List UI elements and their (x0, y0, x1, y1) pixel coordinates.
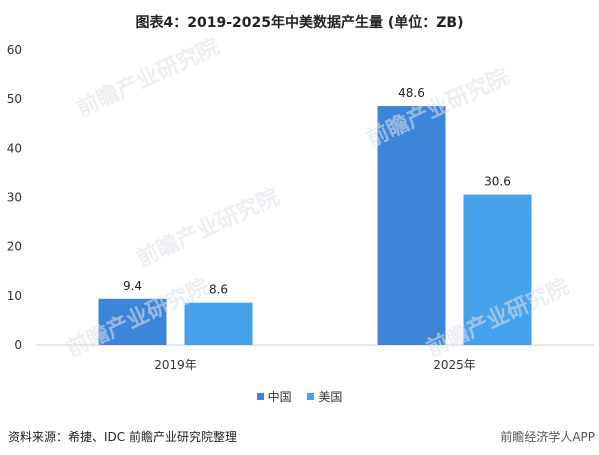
x-tick-label: 2019年 (154, 358, 197, 372)
brand-text: 前瞻经济学人APP (500, 430, 595, 444)
x-axis-ticks: 2019年 2025年 (154, 358, 476, 372)
legend-label-usa: 美国 (318, 390, 343, 404)
legend-label-china: 中国 (267, 390, 292, 404)
x-tick-label: 2025年 (433, 358, 476, 372)
bar-value-label: 8.6 (209, 283, 228, 297)
bar-value-label: 48.6 (398, 86, 425, 100)
source-note: 资料来源：希捷、IDC 前瞻产业研究院整理 (8, 430, 237, 444)
bar-china-0 (98, 298, 167, 345)
legend-swatch-usa (307, 393, 315, 400)
bar-value-label: 9.4 (123, 279, 142, 293)
y-tick-label: 20 (7, 240, 22, 254)
y-axis-ticks: 0 10 20 30 40 50 60 (7, 43, 22, 352)
chart-title: 图表4：2019-2025年中美数据产生量 (单位：ZB) (135, 15, 464, 31)
legend: 中国 美国 (0, 388, 599, 405)
bar-data-labels: 9.4 8.6 48.6 30.6 (123, 86, 511, 297)
bar-china-1 (377, 106, 446, 345)
y-tick-label: 40 (7, 141, 22, 155)
bar-usa-1 (463, 194, 532, 345)
bars (98, 106, 532, 345)
legend-swatch-china (256, 393, 264, 400)
bar-usa-0 (184, 302, 253, 345)
y-tick-label: 60 (7, 43, 22, 57)
y-tick-label: 50 (7, 92, 22, 106)
legend-item-china: 中国 (256, 388, 292, 405)
legend-item-usa: 美国 (307, 388, 342, 405)
y-tick-label: 30 (7, 191, 22, 205)
bar-value-label: 30.6 (484, 175, 511, 189)
y-tick-label: 0 (14, 338, 22, 352)
y-tick-label: 10 (7, 289, 22, 303)
